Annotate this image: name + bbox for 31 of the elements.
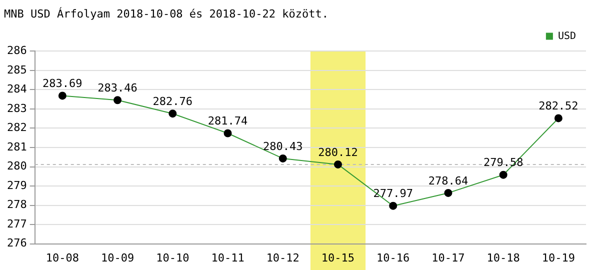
x-tick-label: 10-18 xyxy=(486,251,520,264)
y-tick-label: 280 xyxy=(6,160,27,173)
x-tick-label: 10-16 xyxy=(376,251,410,264)
data-label: 282.76 xyxy=(152,94,193,108)
x-tick-label: 10-10 xyxy=(156,251,190,264)
y-tick-label: 278 xyxy=(6,198,27,212)
y-tick-label: 284 xyxy=(6,82,28,96)
x-tick-label: 10-08 xyxy=(46,251,79,264)
data-label: 278.64 xyxy=(428,174,468,188)
data-label: 281.74 xyxy=(208,114,248,128)
data-label: 283.46 xyxy=(98,81,138,94)
x-tick-label: 10-17 xyxy=(432,251,465,264)
y-tick-label: 283 xyxy=(6,102,27,115)
y-tick-label: 279 xyxy=(6,178,27,192)
y-tick-label: 282 xyxy=(6,121,27,134)
legend-label: USD xyxy=(558,30,576,42)
data-label: 280.43 xyxy=(263,140,303,153)
data-label: 282.52 xyxy=(538,100,578,113)
x-tick-label: 10-19 xyxy=(542,251,576,264)
y-tick-label: 285 xyxy=(6,63,27,76)
x-tick-label: 10-12 xyxy=(266,251,300,264)
y-tick-label: 276 xyxy=(6,236,27,250)
chart-title: MNB USD Árfolyam 2018-10-08 és 2018-10-22 között. xyxy=(4,6,329,20)
x-tick-label: 10-11 xyxy=(211,251,244,264)
x-tick-label: 10-15 xyxy=(321,251,355,264)
y-tick-label: 281 xyxy=(6,140,27,154)
y-tick-label: 286 xyxy=(6,44,27,58)
y-tick-label: 277 xyxy=(6,217,27,230)
data-label: 280.12 xyxy=(318,146,358,159)
data-label: 283.69 xyxy=(42,77,82,90)
x-tick-label: 10-09 xyxy=(100,251,134,264)
